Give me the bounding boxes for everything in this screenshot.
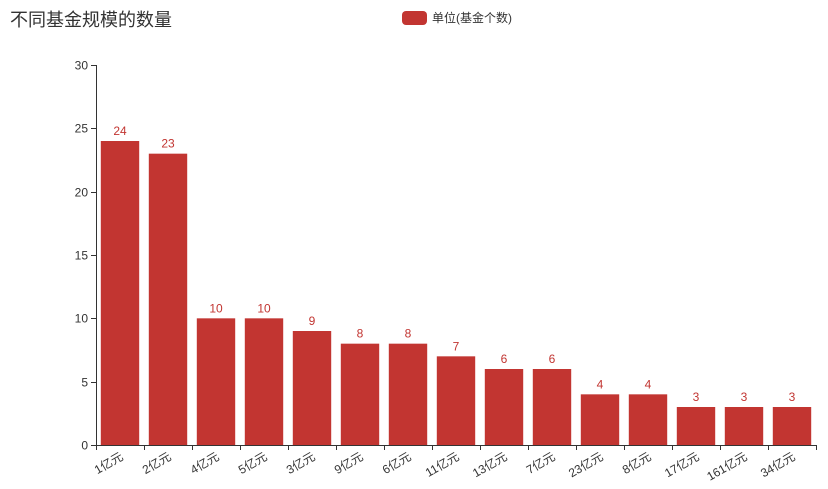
data-label: 8 (357, 327, 364, 341)
x-tick-label: 1亿元 (91, 449, 125, 477)
x-tick-label: 161亿元 (704, 449, 750, 484)
x-tick-label: 11亿元 (422, 449, 461, 480)
legend-swatch (402, 10, 427, 25)
bar[interactable] (340, 343, 380, 445)
x-tick-label: 2亿元 (139, 449, 173, 477)
x-tick-label: 17亿元 (662, 449, 702, 481)
x-tick-label: 9亿元 (331, 449, 365, 477)
bar[interactable] (196, 318, 236, 445)
data-label: 6 (501, 352, 508, 366)
y-tick-label: 15 (75, 249, 89, 263)
x-tick-label: 6亿元 (379, 449, 413, 477)
bars (100, 141, 812, 445)
data-label: 4 (597, 377, 604, 391)
y-tick-label: 25 (75, 122, 89, 136)
data-label: 3 (789, 390, 796, 404)
x-tick-label: 5亿元 (235, 449, 269, 477)
y-tick-label: 30 (75, 59, 89, 73)
data-label: 6 (549, 352, 556, 366)
bar[interactable] (580, 394, 620, 445)
x-tick-label: 34亿元 (758, 449, 798, 481)
bar[interactable] (484, 369, 524, 445)
data-label: 3 (741, 390, 748, 404)
legend-label: 单位(基金个数) (432, 11, 512, 25)
bar[interactable] (100, 141, 140, 445)
bar[interactable] (436, 356, 476, 445)
y-axis: 0 5 10 15 20 25 30 (75, 59, 97, 453)
data-label: 10 (257, 301, 271, 315)
y-tick-label: 5 (81, 376, 88, 390)
data-label: 3 (693, 390, 700, 404)
bar[interactable] (772, 407, 812, 445)
x-tick-label: 4亿元 (187, 449, 221, 477)
bar[interactable] (676, 407, 716, 445)
data-label: 9 (309, 314, 316, 328)
x-tick-label: 3亿元 (283, 449, 317, 477)
y-tick-label: 10 (75, 312, 89, 326)
bar[interactable] (292, 331, 332, 445)
data-label: 8 (405, 327, 412, 341)
x-tick-label: 7亿元 (523, 449, 557, 477)
data-label: 4 (645, 377, 652, 391)
bar[interactable] (532, 369, 572, 445)
x-axis: 1亿元 2亿元 4亿元 5亿元 3亿元 9亿元 6亿元 11亿元 13亿元 7亿元 23亿元 8亿元 1… (91, 445, 817, 484)
bar[interactable] (148, 153, 188, 445)
x-tick-label: 13亿元 (470, 449, 510, 481)
y-tick-label: 0 (81, 439, 88, 453)
data-label: 23 (161, 137, 175, 151)
bar[interactable] (724, 407, 764, 445)
x-tick-label: 23亿元 (566, 449, 606, 481)
bar[interactable] (628, 394, 668, 445)
x-tick-label: 8亿元 (619, 449, 653, 477)
data-label: 10 (209, 301, 223, 315)
bar[interactable] (388, 343, 428, 445)
legend[interactable]: 单位(基金个数) (402, 9, 512, 26)
data-labels: 24 23 10 10 9 8 8 7 6 6 4 4 3 3 3 (113, 124, 795, 404)
bar[interactable] (244, 318, 284, 445)
y-tick-label: 20 (75, 186, 89, 200)
data-label: 24 (113, 124, 127, 138)
data-label: 7 (453, 339, 460, 353)
chart-title: 不同基金规模的数量 (10, 10, 172, 30)
